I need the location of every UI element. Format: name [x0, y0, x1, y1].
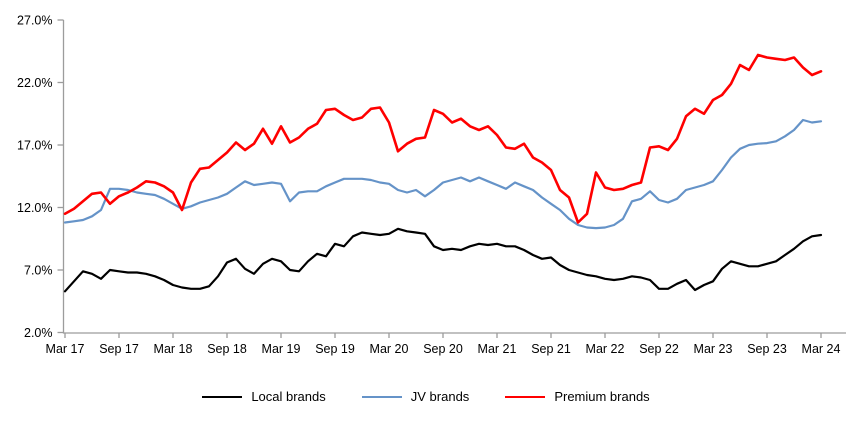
legend-label-local-brands: Local brands [251, 389, 326, 404]
x-axis-tick-label: Sep 19 [315, 342, 355, 356]
x-axis-tick-label: Mar 20 [370, 342, 409, 356]
x-axis-tick-label: Mar 18 [154, 342, 193, 356]
x-axis-tick-label: Mar 23 [694, 342, 733, 356]
x-axis-tick-label: Sep 23 [747, 342, 787, 356]
series-line-local-brands [63, 227, 823, 293]
jv-brands-line-swatch [361, 395, 402, 398]
x-axis-tick-label: Mar 22 [586, 342, 625, 356]
series-line-jv-brands [63, 118, 823, 230]
x-axis-tick-label: Sep 22 [639, 342, 679, 356]
y-axis-tick-label: 17.0% [17, 139, 52, 153]
chart-legend: Local brands JV brands Premium brands [0, 390, 852, 403]
y-axis-tick-label: 2.0% [24, 326, 53, 340]
y-axis-tick-label: 27.0% [17, 14, 52, 28]
x-axis-tick-label: Sep 21 [531, 342, 571, 356]
x-axis-tick-label: Sep 17 [99, 342, 139, 356]
premium-brands-line-swatch [505, 395, 546, 398]
legend-item-jv-brands: JV brands [361, 389, 470, 404]
legend-item-premium-brands: Premium brands [505, 389, 650, 404]
y-axis-tick-label: 22.0% [17, 76, 52, 90]
y-axis-tick-label: 12.0% [17, 201, 52, 215]
x-axis-tick-label: Sep 18 [207, 342, 247, 356]
legend-label-premium-brands: Premium brands [554, 389, 650, 404]
series-line-premium-brands [63, 53, 823, 224]
legend-label-jv-brands: JV brands [410, 389, 470, 404]
x-axis-tick-label: Mar 24 [802, 342, 841, 356]
x-axis-tick-label: Mar 21 [478, 342, 517, 356]
x-axis-tick-label: Mar 17 [46, 342, 85, 356]
local-brands-line-swatch [202, 395, 243, 398]
legend-item-local-brands: Local brands [202, 389, 326, 404]
x-axis-tick-label: Sep 20 [423, 342, 463, 356]
y-axis-tick-label: 7.0% [24, 264, 53, 278]
x-axis-tick-label: Mar 19 [262, 342, 301, 356]
